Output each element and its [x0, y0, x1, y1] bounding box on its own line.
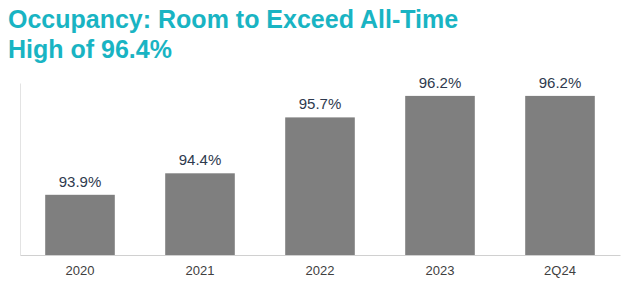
bar — [285, 117, 355, 255]
x-axis: 2020 2021 2022 2023 2Q24 — [21, 255, 621, 278]
plot: 2020 2021 2022 2023 2Q24 93.9% 94.4% 95.7% 96.2%… — [21, 74, 621, 278]
x-tick-label: 2021 — [186, 263, 215, 278]
data-label: 95.7% — [299, 95, 342, 112]
y-axis-line — [20, 84, 21, 256]
x-tick-label: 2020 — [66, 263, 95, 278]
y-axis — [20, 84, 21, 256]
x-tick: 2023 — [426, 255, 455, 278]
title-line: High of 96.4% — [8, 35, 172, 63]
bar — [45, 195, 115, 255]
chart: Occupancy: Room to Exceed All-TimeHigh o… — [0, 0, 640, 298]
data-label: 94.4% — [179, 151, 222, 168]
data-labels: 93.9% 94.4% 95.7% 96.2% 96.2% — [59, 74, 582, 190]
x-tick-label: 2023 — [426, 263, 455, 278]
bars — [45, 96, 595, 255]
x-axis-line — [21, 255, 621, 256]
title-line: Occupancy: Room to Exceed All-Time — [8, 5, 458, 33]
data-label: 93.9% — [59, 173, 102, 190]
bar — [405, 96, 475, 255]
bar — [165, 173, 235, 255]
x-tick: 2022 — [306, 255, 335, 278]
x-tick-label: 2Q24 — [544, 263, 576, 278]
x-tick: 2020 — [66, 255, 95, 278]
bar — [525, 96, 595, 255]
title: Occupancy: Room to Exceed All-TimeHigh o… — [8, 5, 458, 63]
x-tick: 2Q24 — [544, 255, 576, 278]
x-tick: 2021 — [186, 255, 215, 278]
data-label: 96.2% — [419, 74, 462, 91]
x-tick-label: 2022 — [306, 263, 335, 278]
data-label: 96.2% — [539, 74, 582, 91]
